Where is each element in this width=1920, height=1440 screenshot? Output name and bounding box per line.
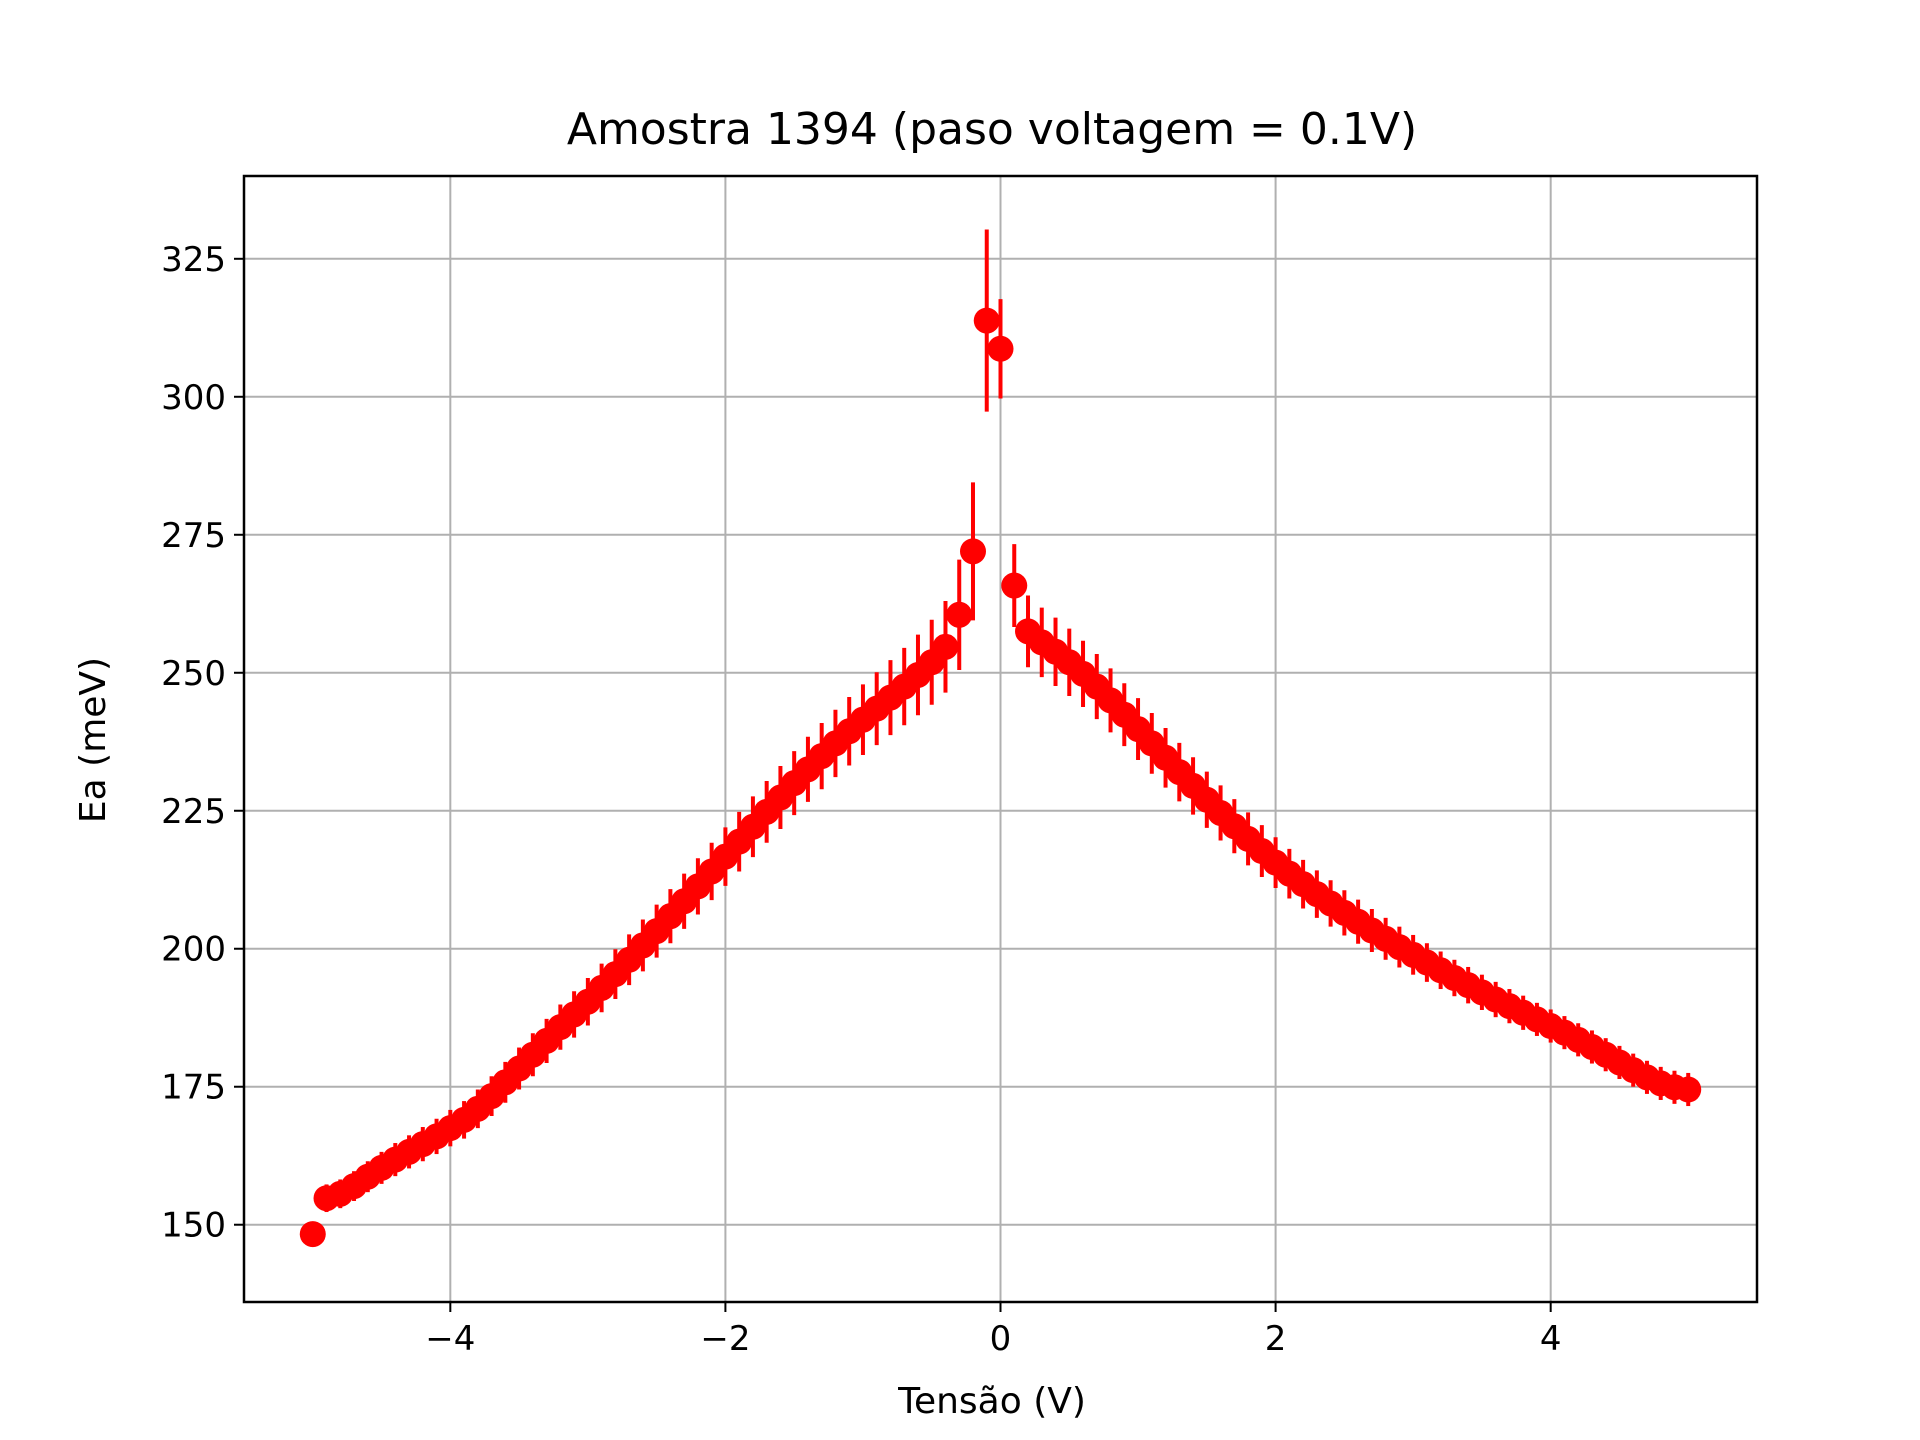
data-point xyxy=(1675,1076,1702,1103)
y-tick-label: 300 xyxy=(161,378,226,418)
data-point xyxy=(946,601,973,628)
x-axis-ticks: −4 −2 0 2 4 xyxy=(425,1302,1562,1359)
data-point xyxy=(959,538,986,565)
x-tick-label: 4 xyxy=(1540,1319,1562,1359)
data-point xyxy=(299,1221,326,1248)
data-point xyxy=(1001,572,1028,599)
y-tick-label: 250 xyxy=(161,654,226,694)
y-tick-label: 200 xyxy=(161,930,226,970)
data-points xyxy=(299,307,1702,1248)
chart-title: Amostra 1394 (paso voltagem = 0.1V) xyxy=(567,104,1417,155)
x-tick-label: −4 xyxy=(425,1319,475,1359)
y-axis-ticks: 150 175 200 225 250 275 300 325 xyxy=(161,240,244,1246)
x-tick-label: 0 xyxy=(990,1319,1012,1359)
x-tick-label: −2 xyxy=(700,1319,750,1359)
data-point xyxy=(932,633,959,660)
x-axis-label: Tensão (V) xyxy=(897,1381,1086,1422)
y-tick-label: 325 xyxy=(161,240,226,280)
y-axis-label: Ea (meV) xyxy=(73,657,114,823)
y-tick-label: 150 xyxy=(161,1206,226,1246)
data-point xyxy=(987,335,1014,362)
y-tick-label: 275 xyxy=(161,516,226,556)
y-tick-label: 175 xyxy=(161,1068,226,1108)
y-tick-label: 225 xyxy=(161,792,226,832)
data-point xyxy=(973,307,1000,334)
x-tick-label: 2 xyxy=(1265,1319,1287,1359)
